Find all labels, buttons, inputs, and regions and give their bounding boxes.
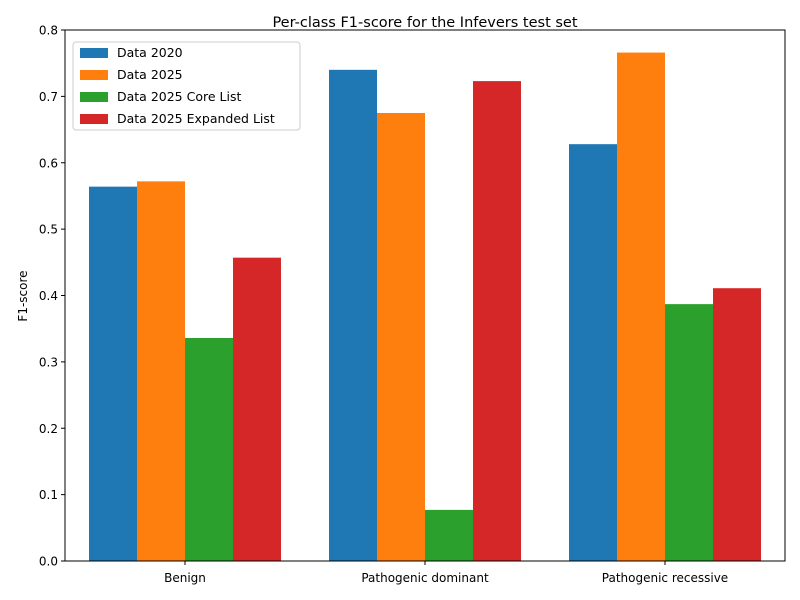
legend-swatch-1 <box>80 48 108 58</box>
x-tick-label: Benign <box>164 571 206 585</box>
legend-label-4: Data 2025 Expanded List <box>117 111 275 126</box>
bar-3-3 <box>665 304 713 561</box>
bar-3-1 <box>185 337 233 561</box>
bar-2-3 <box>617 52 665 561</box>
bar-2-2 <box>377 112 425 561</box>
bar-1-3 <box>569 144 617 562</box>
y-tick-label: 0.0 <box>39 555 58 569</box>
y-axis-label: F1-score <box>16 270 30 321</box>
legend-swatch-3 <box>80 92 108 102</box>
x-axis-ticks: Benign Pathogenic dominant Pathogenic rece… <box>164 561 728 585</box>
y-tick-label: 0.3 <box>39 355 58 369</box>
bar-1-2 <box>329 69 377 561</box>
legend-swatch-2 <box>80 70 108 80</box>
bar-2-1 <box>137 181 185 561</box>
bar-3-2 <box>425 509 473 561</box>
y-tick-label: 0.2 <box>39 422 58 436</box>
legend-swatch-4 <box>80 114 108 124</box>
bar-4-2 <box>473 81 521 561</box>
y-axis-ticks: 0.0 0.1 0.2 0.3 0.4 0.5 0.6 0.7 0.8 <box>39 24 65 569</box>
legend-label-1: Data 2020 <box>117 45 183 60</box>
y-tick-label: 0.7 <box>39 90 58 104</box>
x-tick-label: Pathogenic dominant <box>361 571 489 585</box>
bar-4-3 <box>713 288 761 561</box>
bar-4-1 <box>233 257 281 561</box>
plot-frame <box>64 29 786 562</box>
legend-label-3: Data 2025 Core List <box>117 89 241 104</box>
y-tick-label: 0.1 <box>39 488 58 502</box>
y-tick-label: 0.8 <box>39 24 58 38</box>
legend-box <box>72 41 301 131</box>
y-tick-label: 0.4 <box>39 289 58 303</box>
x-tick-label: Pathogenic recessive <box>602 571 728 585</box>
bar-1-1 <box>89 186 137 561</box>
legend: Data 2020 Data 2025 Data 2025 Core List Dat… <box>72 41 301 131</box>
chart-title: Per-class F1-score for the Infevers test… <box>272 15 577 31</box>
y-tick-label: 0.5 <box>39 223 58 237</box>
y-tick-label: 0.6 <box>39 156 58 170</box>
bars-group <box>89 52 761 562</box>
legend-label-2: Data 2025 <box>117 67 183 82</box>
